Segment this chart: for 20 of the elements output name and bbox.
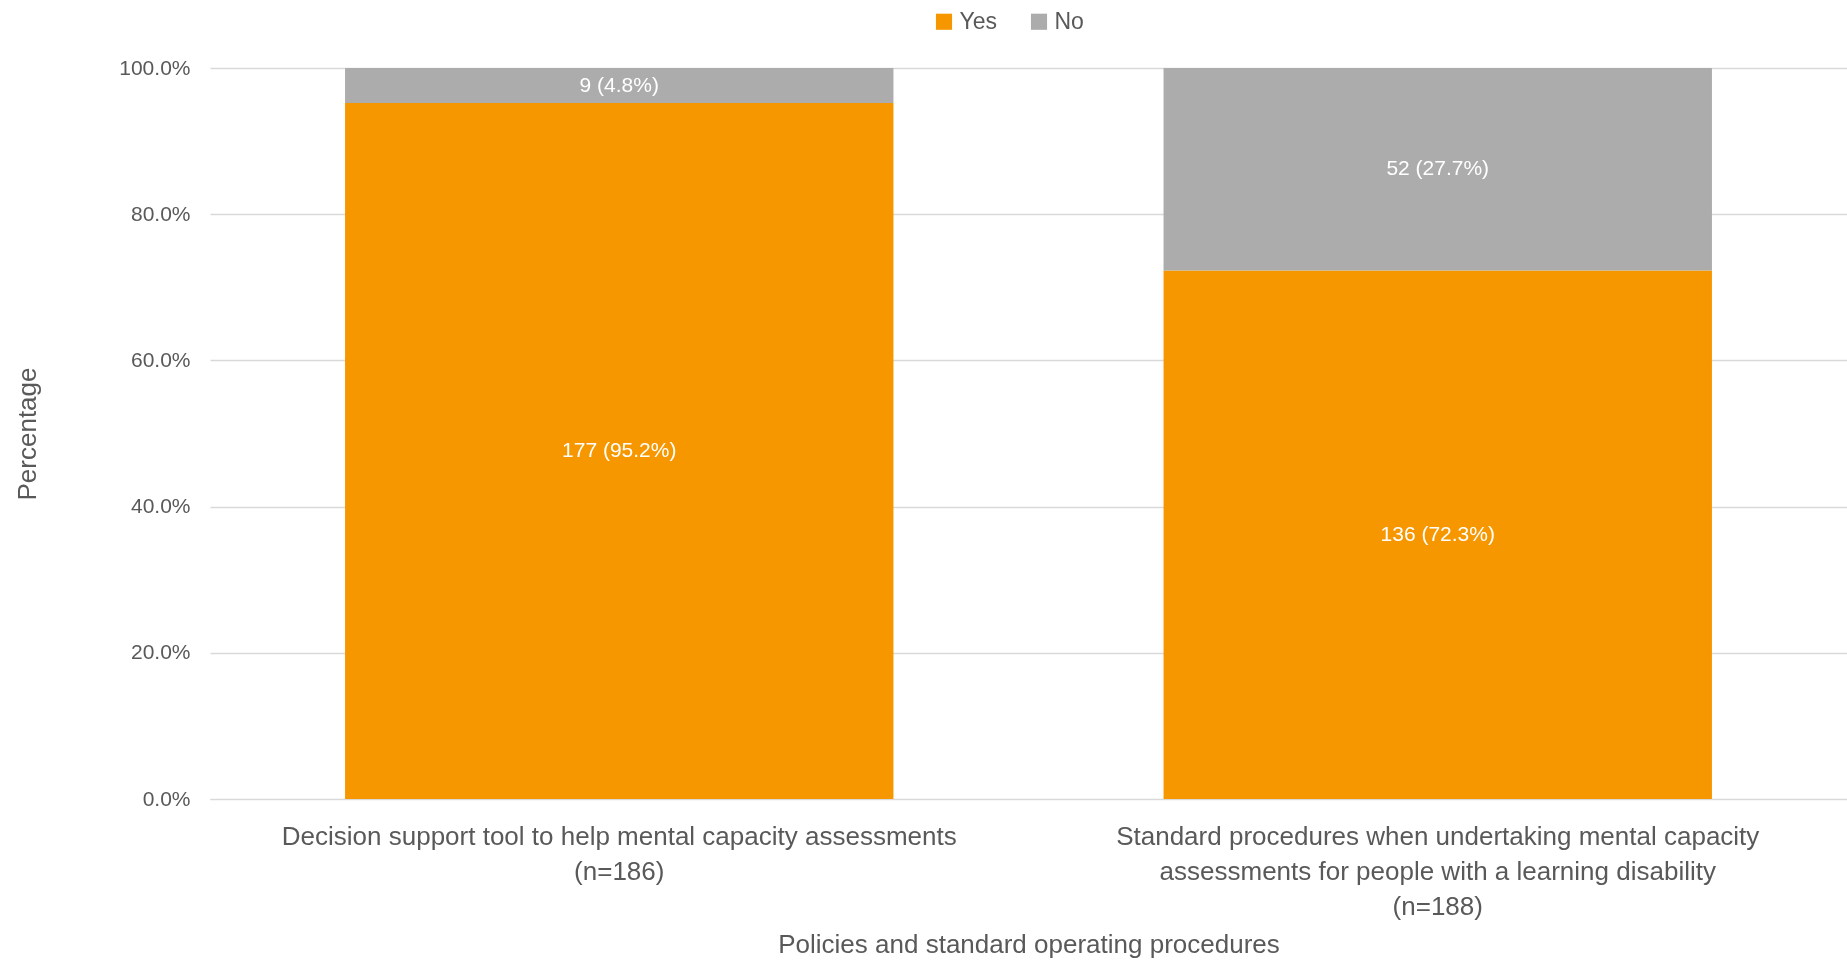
y-tick-label: 20.0%	[130, 640, 191, 664]
data-label: 136 (72.3%)	[1380, 521, 1495, 545]
bar	[1163, 270, 1712, 799]
data-label: 52 (27.7%)	[1386, 156, 1490, 180]
data-label: 177 (95.2%)	[562, 438, 677, 462]
y-tick-label: 100.0%	[119, 55, 191, 79]
data-label: 9 (4.8%)	[579, 72, 659, 96]
x-axis-title: Policies and standard operating procedures	[778, 928, 1280, 959]
y-tick-label: 60.0%	[130, 347, 191, 371]
bar	[345, 68, 894, 104]
y-axis-title: Percentage	[12, 367, 43, 501]
y-tick-label: 0.0%	[142, 786, 191, 810]
x-tick-label: Decision support tool to help mental capacity assessments (n=186)	[281, 820, 957, 886]
legend-label: Yes	[959, 7, 998, 34]
y-tick-label: 40.0%	[130, 494, 191, 518]
x-tick-label: Standard procedures when undertaking mental capacity assessments for people with a learning disability (n=188)	[1116, 820, 1760, 921]
y-tick-label: 80.0%	[130, 201, 191, 225]
legend-label: No	[1054, 7, 1084, 34]
bar	[1163, 68, 1712, 271]
bar	[345, 103, 894, 799]
